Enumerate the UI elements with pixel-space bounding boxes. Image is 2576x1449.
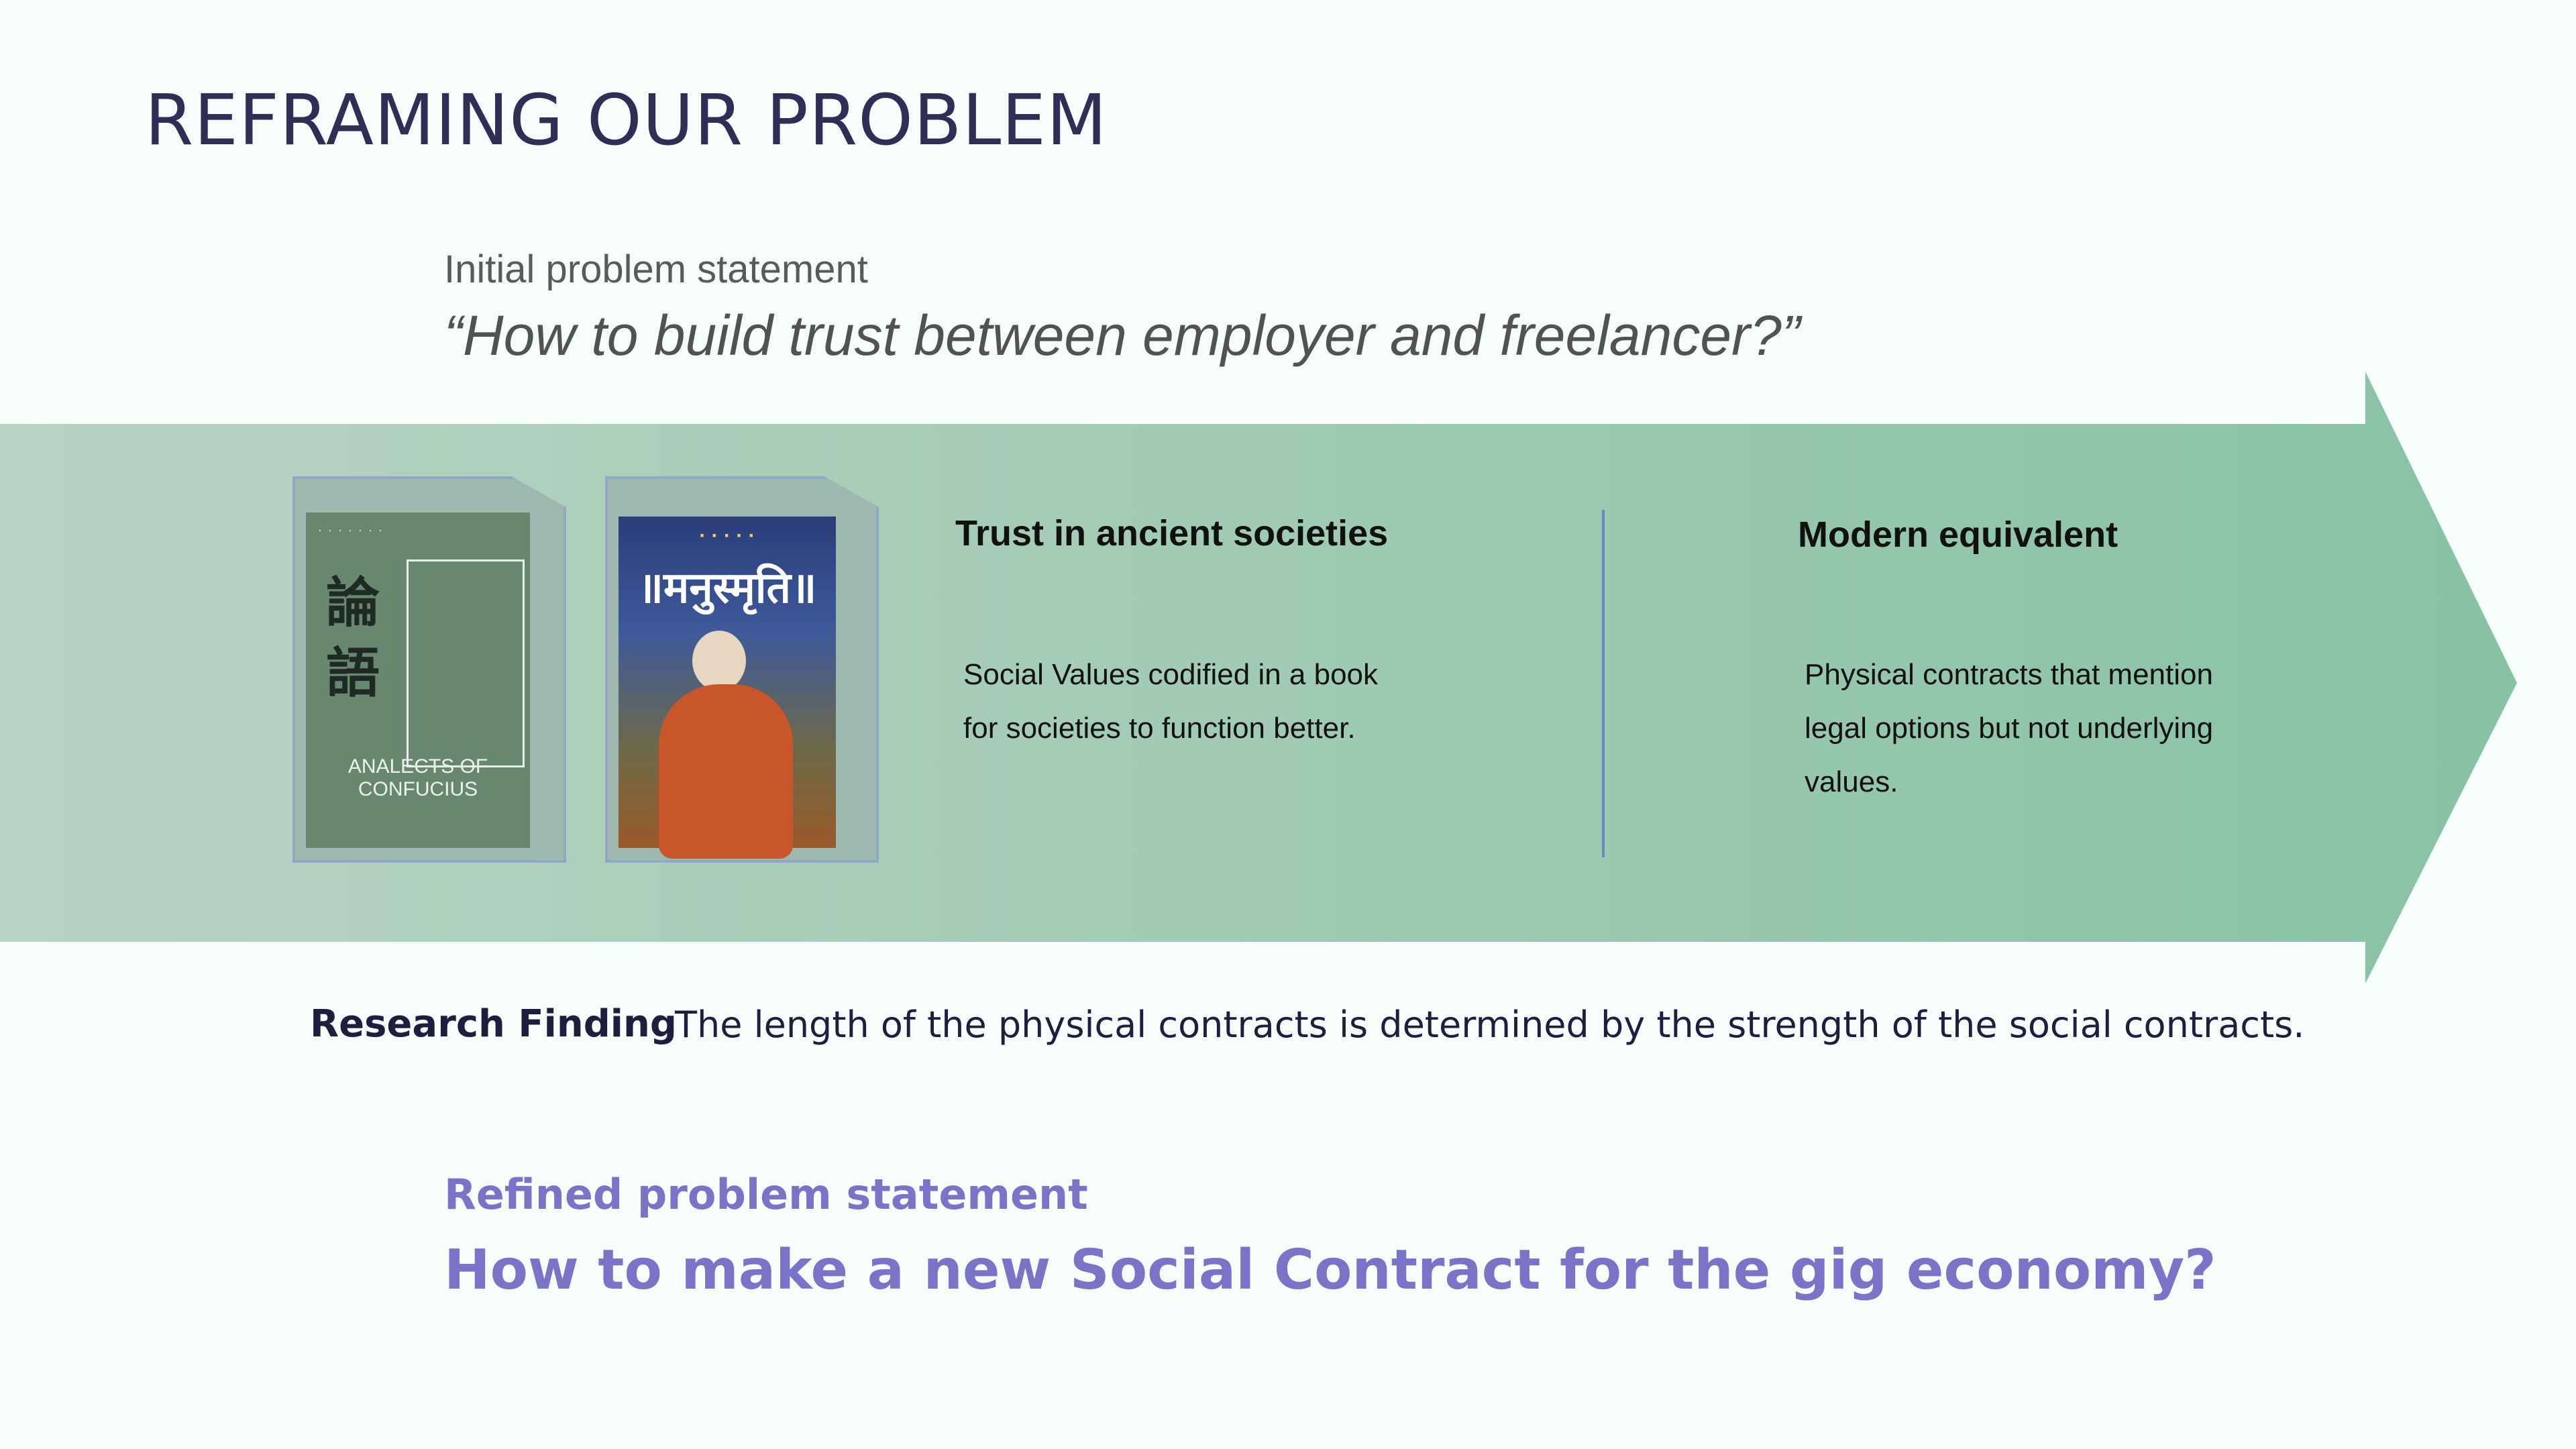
refined-problem-statement: How to make a new Social Contract for th… — [444, 1238, 2216, 1302]
research-finding-label: Research Finding — [310, 1002, 677, 1046]
cover-caption: ANALECTS OF CONFUCIUS — [347, 755, 488, 800]
cover-top-text: · · · · · — [699, 525, 755, 547]
book-manusmriti: · · · · · ॥मनुस्मृति॥ — [605, 476, 879, 863]
initial-problem-statement: “How to build trust between employer and… — [444, 304, 1801, 367]
cover-portrait-frame — [407, 559, 525, 767]
ancient-body: Social Values codified in a book for soc… — [963, 658, 1379, 745]
refined-problem-label: Refined problem statement — [444, 1170, 1088, 1219]
cover-header-text: · · · · · · · — [318, 523, 384, 537]
initial-problem-label: Initial problem statement — [444, 248, 868, 291]
cover-glyph-bottom: 語 — [326, 641, 380, 704]
ancient-heading: Trust in ancient societies — [955, 513, 1389, 553]
modern-body: Physical contracts that mention legal op… — [1805, 658, 2214, 798]
confucius-cover-image: · · · · · · · 論 語 ANALECTS OF CONFUCIUS — [306, 513, 530, 848]
sage-figure-head — [692, 631, 746, 691]
sage-figure — [659, 684, 793, 859]
modern-heading: Modern equivalent — [1798, 515, 2118, 555]
section-divider — [1602, 510, 1605, 857]
book-confucius: · · · · · · · 論 語 ANALECTS OF CONFUCIUS — [292, 476, 566, 863]
manusmriti-cover-image: · · · · · ॥मनुस्मृति॥ — [619, 517, 836, 859]
slide-title: REFRAMING OUR PROBLEM — [145, 79, 1108, 161]
research-finding-text: The length of the physical contracts is … — [675, 1004, 2305, 1046]
cover-glyph-top: 論 — [326, 571, 380, 634]
cover-title: ॥मनुस्मृति॥ — [637, 563, 817, 613]
